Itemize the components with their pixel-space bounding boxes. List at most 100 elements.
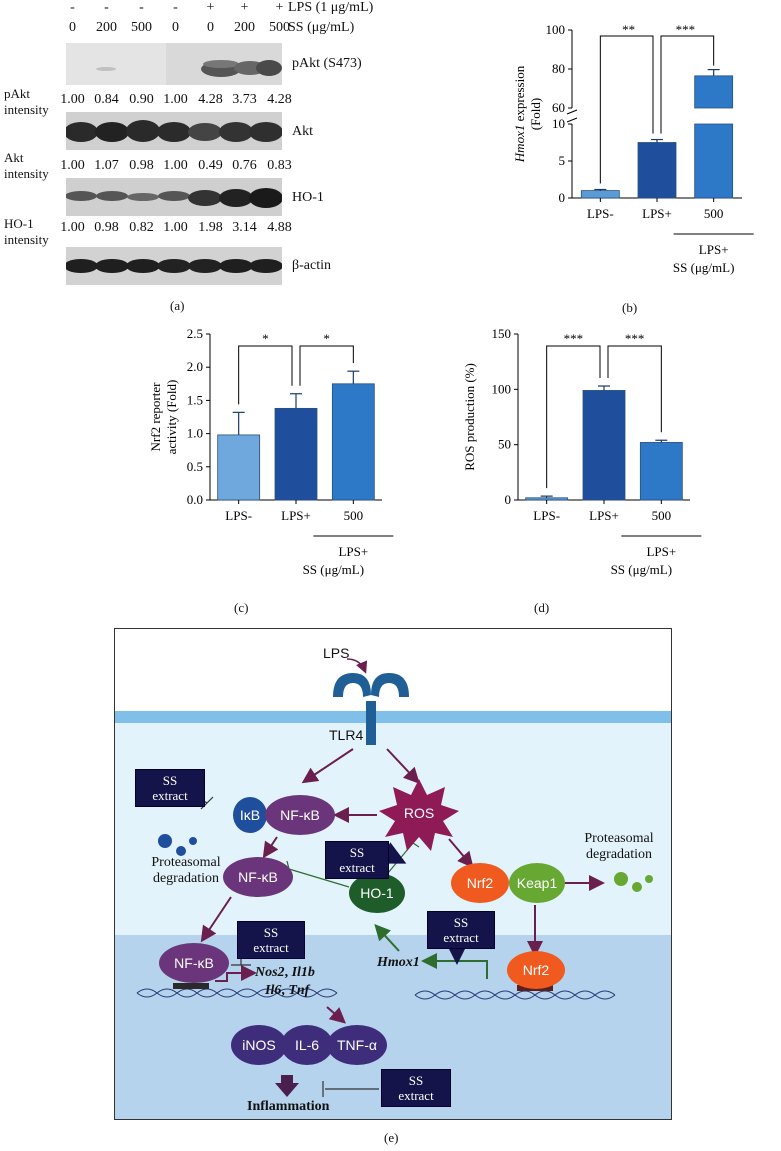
significance-bracket xyxy=(299,345,354,386)
group-label: LPS+ xyxy=(699,242,729,257)
beta-actin-blot-label: β-actin xyxy=(292,258,331,273)
hmox1-to-ho1-arrow xyxy=(374,924,400,952)
x-tick-label: LPS+ xyxy=(589,508,619,523)
akt-blot-label: Akt xyxy=(292,124,313,139)
y-tick-label: 100 xyxy=(492,381,512,396)
x-tick-label: 500 xyxy=(704,206,724,221)
tlr4-to-ros-arrow xyxy=(386,748,420,784)
ss-value: 500 xyxy=(131,20,152,35)
panel-label-a: (a) xyxy=(170,298,185,313)
pakt-intensity-value: 4.28 xyxy=(198,92,223,107)
nfkb-translocation-arrow xyxy=(200,896,232,943)
degraded-ikb-dot xyxy=(158,834,172,848)
ros-label: ROS xyxy=(403,805,435,821)
cell-membrane xyxy=(115,711,671,723)
ho1-intensity-label: HO-1 intensity xyxy=(4,216,49,247)
dna-right xyxy=(414,985,616,1000)
proteasomal-degradation-right: Proteasomal degradation xyxy=(584,831,654,862)
ss-extract-box-cytokines: SS extract xyxy=(381,1069,451,1107)
y-tick-label: 1.5 xyxy=(187,392,203,407)
chart-c: 0.0 0.5 1.0 1.5 2.0 2.5 LPS- LPS+ 500 * * LPS+ SS (μ… xyxy=(148,326,394,577)
axis-break-mark xyxy=(566,109,578,115)
ss-extract-line1: SS xyxy=(349,845,365,860)
ss-value: 0 xyxy=(69,20,76,35)
group-sublabel: SS (μg/mL) xyxy=(611,562,673,577)
nrf2-nuclear-node: Nrf2 xyxy=(507,951,565,989)
degraded-keap1-dot xyxy=(632,882,642,892)
ho1-blot-label: HO-1 xyxy=(292,190,324,205)
nfkb-free-node: NF-κB xyxy=(223,857,293,897)
ss-extract-line2: extract xyxy=(339,860,375,875)
axis-break-mark xyxy=(566,117,578,123)
dna-left xyxy=(136,983,338,998)
pakt-blot-label: pAkt (S473) xyxy=(292,56,362,71)
y-tick-label: 0.5 xyxy=(187,459,203,474)
y-tick-label: 10 xyxy=(552,116,565,131)
ikb-node: IκB xyxy=(233,797,267,833)
group-sublabel: SS (μg/mL) xyxy=(673,260,735,275)
bar xyxy=(582,390,626,501)
group-label: LPS+ xyxy=(338,544,368,559)
ho1-intensity-value: 4.88 xyxy=(267,220,292,235)
panel-label-d: (d) xyxy=(534,600,550,615)
y-tick-label: 150 xyxy=(492,326,512,341)
bar xyxy=(639,442,683,501)
degraded-keap1-dot xyxy=(614,872,628,886)
ho1-intensity-value: 1.00 xyxy=(163,220,188,235)
nrf2-to-hmox1-arrow xyxy=(421,953,488,979)
x-tick-label: LPS- xyxy=(533,508,560,523)
y-tick-label: 2.0 xyxy=(187,359,203,374)
bar xyxy=(274,407,318,501)
y-tick-label: 80 xyxy=(552,61,565,76)
lps-value: - xyxy=(173,0,178,15)
target-genes-line2: Il6, Tnf xyxy=(265,983,310,998)
lps-value: + xyxy=(240,0,249,15)
bar xyxy=(217,434,261,501)
beta-actin-blot-image xyxy=(66,247,282,285)
bar xyxy=(525,497,569,501)
lps-value: + xyxy=(275,0,284,15)
degraded-ikb-dot xyxy=(176,846,186,856)
pakt-intensity-value: 1.00 xyxy=(60,92,85,107)
y-tick-label: 0 xyxy=(505,492,512,507)
ss-extract-box-hmox1: SS extract xyxy=(427,911,495,949)
lps-row-label: LPS (1 μg/mL) xyxy=(288,0,374,15)
inos-node: iNOS xyxy=(231,1025,287,1065)
significance-bracket xyxy=(660,35,715,134)
ss-extract-box-ho1: SS extract xyxy=(325,841,389,879)
significance-bracket xyxy=(599,35,654,184)
ho1-intensity-value: 1.00 xyxy=(60,220,85,235)
panel-label-e: (e) xyxy=(384,1130,399,1145)
tlr4-receptor xyxy=(333,673,409,745)
akt-intensity-value: 0.76 xyxy=(232,158,257,173)
akt-intensity-value: 0.98 xyxy=(129,158,154,173)
ho1-intensity-value: 1.98 xyxy=(198,220,223,235)
y-tick-label: 60 xyxy=(552,100,565,115)
pakt-intensity-value: 0.90 xyxy=(129,92,154,107)
inflammation-label: Inflammation xyxy=(247,1099,330,1114)
ss-extract-line2: extract xyxy=(253,940,289,955)
ho1-intensity-value: 0.82 xyxy=(129,220,154,235)
x-tick-label: 500 xyxy=(652,508,672,523)
x-tick-label: LPS- xyxy=(225,508,252,523)
ho1-intensity-value: 0.98 xyxy=(94,220,119,235)
nfkb-to-genes-arrow xyxy=(215,965,257,982)
akt-intensity-value: 1.07 xyxy=(94,158,119,173)
nfkb-ikb-complex-node: NF-κB xyxy=(265,795,335,835)
pathway-diagram: LPS TLR4 ROS IκB NF-κB NF-κB NF-κB HO-1 … xyxy=(114,628,672,1120)
group-label: LPS+ xyxy=(646,544,676,559)
ho1-inhibit-nfkb-line xyxy=(288,868,350,888)
degraded-ikb-dot xyxy=(189,837,197,845)
y-tick-label: 5 xyxy=(559,153,566,168)
panel-label-b: (b) xyxy=(622,300,638,315)
x-tick-label: LPS+ xyxy=(281,508,311,523)
tnfa-node: TNF-α xyxy=(327,1025,387,1065)
x-tick-label: LPS- xyxy=(587,206,614,221)
significance-label: * xyxy=(262,331,269,346)
y-axis-label-line2: (Fold) xyxy=(528,98,543,131)
chart-d: 0 50 100 150 LPS- LPS+ 500 *** *** LPS+ SS (μg/mL)… xyxy=(462,326,702,577)
ss-extract-line2: extract xyxy=(398,1088,434,1103)
bar-lower-segment xyxy=(694,123,734,199)
keap1-node: Keap1 xyxy=(509,863,565,903)
